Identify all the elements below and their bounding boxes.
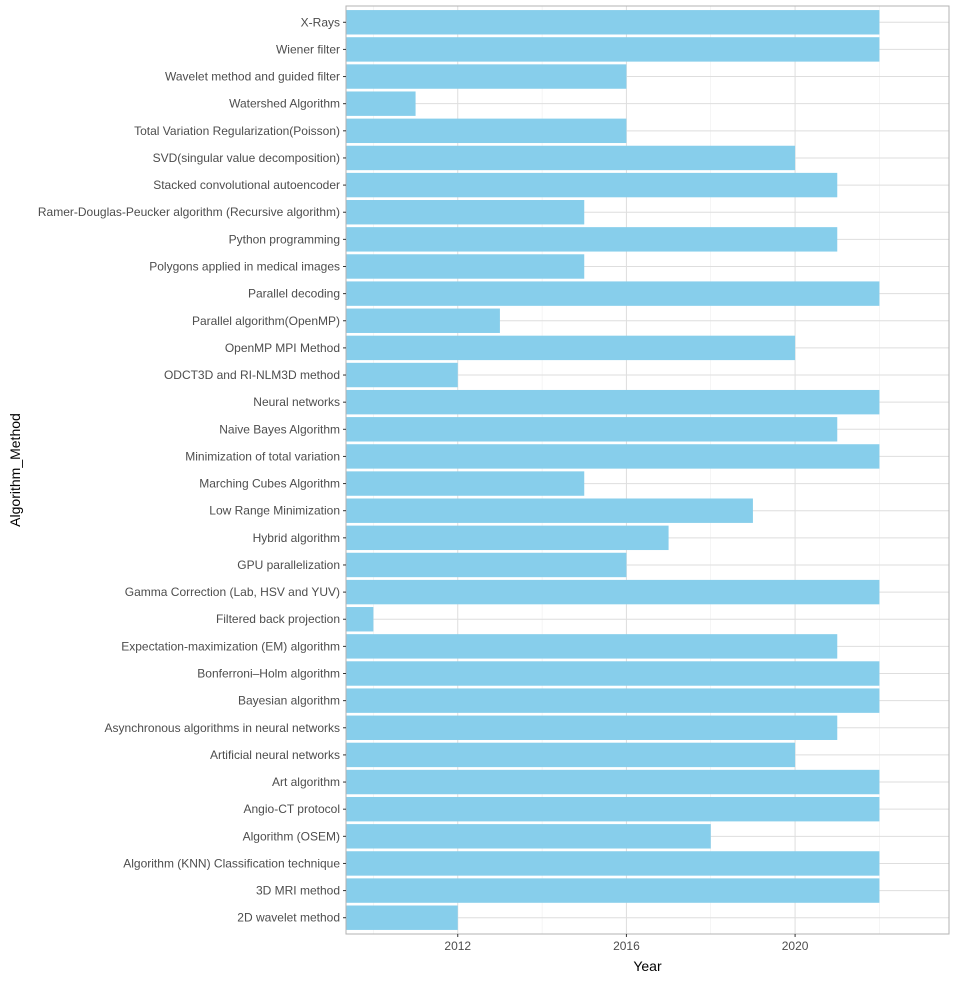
y-tick-label: Expectation-maximization (EM) algorithm (121, 639, 340, 653)
y-tick-label: Ramer-Douglas-Peucker algorithm (Recursi… (38, 205, 340, 219)
bar (346, 579, 880, 605)
y-tick-label: Wiener filter (276, 42, 340, 56)
bar (346, 389, 880, 415)
y-tick-label: Parallel algorithm(OpenMP) (192, 314, 340, 328)
y-tick-label: Wavelet method and guided filter (165, 70, 340, 84)
bar (346, 661, 880, 686)
y-tick-label: Algorithm (OSEM) (243, 829, 340, 843)
y-tick-label: Watershed Algorithm (229, 97, 340, 111)
bar (346, 851, 880, 876)
bar (346, 10, 880, 35)
bar (346, 715, 838, 740)
bar (346, 172, 838, 198)
x-tick-label: 2016 (613, 939, 640, 953)
y-tick-label: Polygons applied in medical images (149, 259, 340, 273)
bar (346, 525, 669, 551)
bar (346, 227, 838, 252)
bar (346, 417, 838, 442)
bars-group (346, 10, 880, 930)
bar (346, 37, 880, 62)
y-tick-label: ODCT3D and RI-NLM3D method (164, 368, 340, 382)
y-tick-label: Neural networks (253, 395, 340, 409)
bar (346, 281, 880, 306)
y-tick-label: X-Rays (301, 15, 340, 29)
y-tick-label: Artificial neural networks (210, 748, 340, 762)
bar (346, 444, 880, 469)
y-tick-label: Bayesian algorithm (238, 694, 340, 708)
bar (346, 145, 796, 171)
bar (346, 796, 880, 822)
y-tick-label: Naive Bayes Algorithm (219, 422, 340, 436)
y-tick-label: 3D MRI method (256, 884, 340, 898)
x-axis-ticks (457, 934, 796, 937)
y-tick-label: Marching Cubes Algorithm (199, 477, 340, 491)
y-axis-ticks (343, 21, 346, 919)
major-gridlines (346, 6, 949, 934)
bar (346, 64, 627, 89)
y-tick-label: Art algorithm (272, 775, 340, 789)
y-tick-label: Filtered back projection (216, 612, 340, 626)
y-axis-title: Algorithm_Method (7, 413, 23, 527)
bar (346, 607, 374, 632)
bar (346, 254, 585, 279)
y-tick-label: Minimization of total variation (185, 449, 340, 463)
y-tick-label: Bonferroni–Holm algorithm (197, 667, 340, 681)
y-axis-tick-labels: X-Rays Wiener filter Wavelet method and gu… (38, 15, 340, 924)
bar (346, 824, 711, 849)
bar (346, 308, 500, 333)
bar (346, 471, 585, 496)
y-tick-label: Gamma Correction (Lab, HSV and YUV) (125, 585, 340, 599)
y-tick-label: Stacked convolutional autoencoder (153, 178, 340, 192)
bar (346, 742, 796, 768)
bar (346, 91, 416, 116)
panel-border (345, 5, 950, 935)
x-axis-title: Year (633, 958, 662, 974)
bar (346, 200, 585, 225)
y-tick-label: Asynchronous algorithms in neural networ… (105, 721, 340, 735)
bar (346, 118, 627, 144)
y-tick-label: Python programming (229, 232, 340, 246)
bar (346, 769, 880, 795)
y-tick-label: Angio-CT protocol (244, 802, 341, 816)
bar (346, 335, 796, 361)
y-tick-label: SVD(singular value decomposition) (153, 151, 340, 165)
bar (346, 634, 838, 659)
y-tick-label: GPU parallelization (237, 558, 340, 572)
y-tick-label: Algorithm (KNN) Classification technique (123, 856, 340, 870)
x-tick-label: 2012 (444, 939, 471, 953)
y-tick-label: Total Variation Regularization(Poisson) (134, 124, 340, 138)
bar (346, 878, 880, 903)
x-tick-label: 2020 (782, 939, 809, 953)
bar (346, 905, 458, 930)
x-axis-tick-labels: 2012 2016 2020 (444, 939, 808, 953)
bar (346, 688, 880, 713)
y-tick-label: Hybrid algorithm (253, 531, 340, 545)
y-tick-label: Parallel decoding (248, 287, 340, 301)
y-tick-label: OpenMP MPI Method (225, 341, 340, 355)
y-tick-label: 2D wavelet method (237, 911, 340, 925)
bar (346, 362, 458, 388)
bar (346, 498, 753, 523)
bar (346, 552, 627, 578)
y-tick-label: Low Range Minimization (209, 504, 340, 518)
